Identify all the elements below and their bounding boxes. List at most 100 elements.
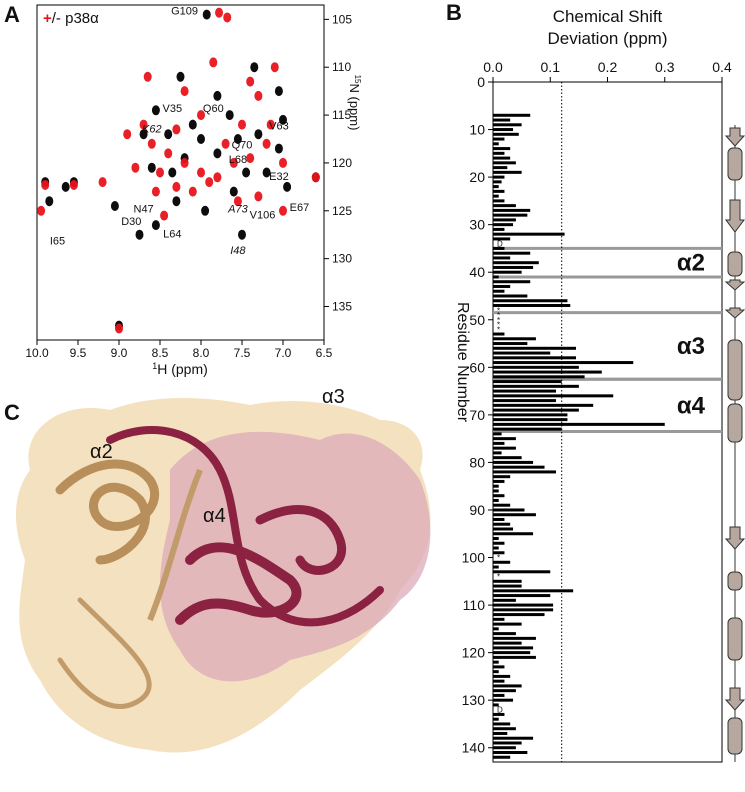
bar: [493, 251, 531, 255]
unassigned-marker: D: [497, 706, 503, 715]
peak: [209, 57, 218, 68]
bar: [493, 403, 594, 407]
bar: [493, 608, 554, 612]
bar: [493, 679, 505, 683]
bar: [493, 565, 499, 569]
peak: [279, 157, 287, 168]
y-tick-label: 130: [462, 692, 486, 708]
peak: [202, 9, 211, 20]
bar: [493, 446, 516, 450]
peak-annotation: L68: [229, 154, 247, 166]
bar: [493, 584, 522, 588]
bar: [493, 118, 511, 122]
x-tick-label: 10.0: [25, 346, 49, 360]
bar: [493, 137, 505, 141]
bar: [493, 185, 499, 189]
y-tick-label: 135: [332, 300, 352, 314]
x-tick-label: 9.5: [70, 346, 87, 360]
bar: [493, 660, 499, 664]
bar: [493, 422, 665, 426]
peak: [215, 7, 224, 18]
bar: [493, 589, 574, 593]
bar: [493, 180, 502, 184]
unassigned-marker: *: [497, 321, 500, 330]
peak: [151, 220, 160, 231]
peak: [115, 323, 123, 334]
bar: [493, 513, 536, 517]
peak: [176, 71, 185, 82]
bar: [493, 551, 505, 555]
structure-label: α3: [322, 386, 345, 408]
helix-cylinder: [727, 617, 743, 661]
bar: [493, 731, 508, 735]
x-axis-label-text: H (ppm): [157, 361, 208, 377]
peak: [311, 172, 320, 183]
bar: [493, 508, 525, 512]
unassigned-marker: *: [497, 325, 500, 334]
peak-annotation: V106: [250, 209, 276, 221]
peak-annotation: Q60: [203, 103, 224, 115]
bar: [493, 655, 536, 659]
bar: [493, 299, 568, 303]
peak: [274, 86, 283, 97]
unassigned-marker: *: [497, 306, 500, 315]
bar: [493, 736, 534, 740]
y-tick-label: 110: [332, 60, 351, 74]
legend-entry: /- p38α: [52, 10, 99, 27]
bar: [493, 408, 579, 412]
bar: [493, 170, 522, 174]
bar: [493, 579, 522, 583]
bar: [493, 232, 565, 236]
y-tick-label: 20: [469, 169, 485, 185]
bar: [493, 712, 505, 716]
peak: [283, 181, 292, 192]
peak: [172, 196, 181, 207]
bar: [493, 460, 534, 464]
peak: [279, 114, 287, 125]
bar: [493, 750, 528, 754]
peak: [139, 119, 148, 130]
bar: [493, 560, 511, 564]
bar: [493, 213, 528, 217]
x-tick-label: 0.4: [712, 59, 732, 75]
bar: [493, 132, 519, 136]
bar: [493, 641, 522, 645]
peak: [254, 191, 263, 202]
bar: [493, 342, 528, 346]
peak: [233, 134, 242, 144]
bar: [493, 570, 551, 574]
x-tick-label: 0.1: [541, 59, 561, 75]
y-axis-label: 15N (ppm): [347, 75, 362, 131]
peak: [274, 143, 283, 154]
peak: [188, 119, 197, 130]
peak: [139, 129, 148, 140]
y-tick-label: 130: [332, 252, 352, 266]
peak: [246, 153, 255, 164]
peak: [164, 129, 173, 140]
peak: [123, 129, 132, 140]
y-tick-label: 80: [469, 454, 485, 470]
panel-label: A: [4, 2, 20, 27]
peak: [41, 179, 50, 190]
bar: [493, 413, 568, 417]
bar: [493, 594, 551, 598]
helix-cylinder: [727, 147, 743, 181]
protein-structure: α2 α3 α4: [15, 386, 431, 753]
bar: [493, 475, 511, 479]
bar: [493, 123, 522, 127]
bar: [493, 503, 511, 507]
x-tick-label: 0.0: [483, 59, 503, 75]
bar: [493, 494, 505, 498]
strand: [147, 468, 203, 622]
bar: [493, 456, 522, 460]
unassigned-marker: *: [497, 573, 500, 582]
unassigned-marker: *: [497, 311, 500, 320]
bar: [493, 617, 505, 621]
peak: [205, 177, 214, 188]
strand-arrow: [724, 526, 745, 550]
loop: [57, 597, 152, 709]
bar: [493, 522, 511, 526]
bar: [493, 613, 545, 617]
peak: [61, 181, 70, 192]
bar: [493, 689, 516, 693]
